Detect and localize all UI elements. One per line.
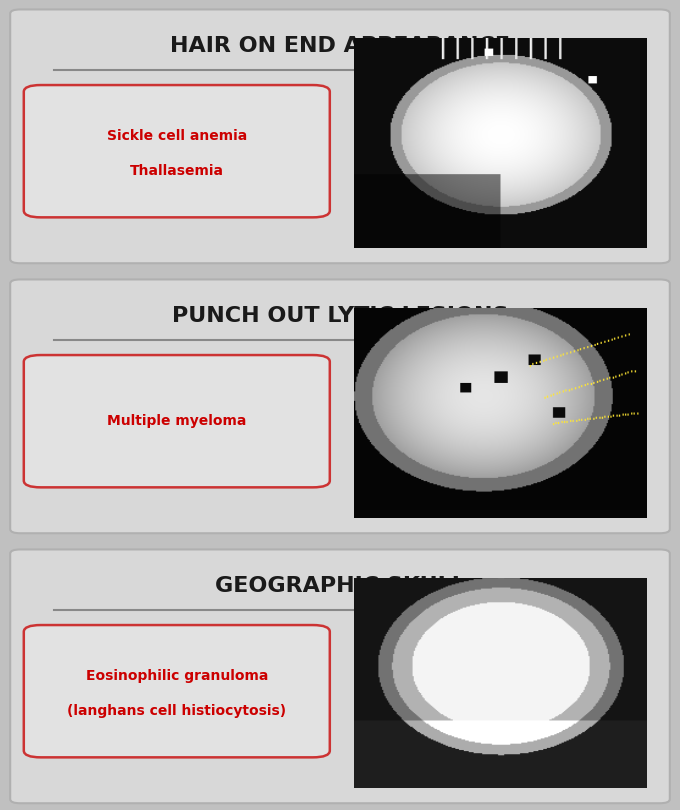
FancyBboxPatch shape <box>10 279 670 533</box>
Text: Multiple myeloma: Multiple myeloma <box>107 414 246 428</box>
FancyBboxPatch shape <box>24 625 330 757</box>
FancyBboxPatch shape <box>24 85 330 217</box>
Text: PUNCH OUT LYTIC LESIONS: PUNCH OUT LYTIC LESIONS <box>172 306 508 326</box>
Text: Thallasemia: Thallasemia <box>130 164 224 178</box>
Text: GEOGRAPHIC SKULL: GEOGRAPHIC SKULL <box>215 576 465 596</box>
Text: Sickle cell anemia: Sickle cell anemia <box>107 129 247 143</box>
FancyBboxPatch shape <box>10 10 670 263</box>
Text: (langhans cell histiocytosis): (langhans cell histiocytosis) <box>67 705 286 718</box>
Text: HAIR ON END APPEARANCE: HAIR ON END APPEARANCE <box>170 36 510 56</box>
FancyBboxPatch shape <box>24 355 330 488</box>
FancyBboxPatch shape <box>10 549 670 804</box>
Text: Eosinophilic granuloma: Eosinophilic granuloma <box>86 669 268 683</box>
